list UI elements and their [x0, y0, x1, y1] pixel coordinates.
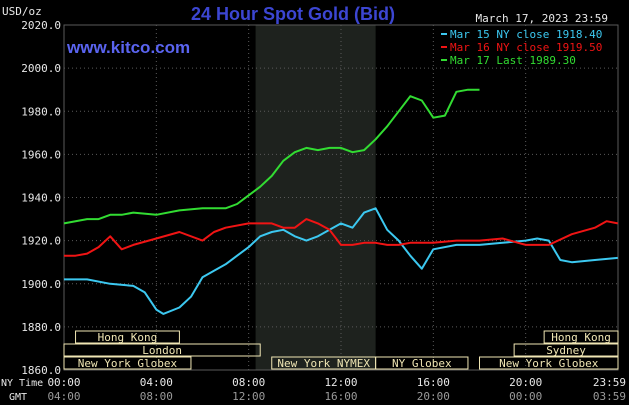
ny-time-row-label: NY Time [1, 378, 43, 389]
legend-entry-3: Mar 17 Last 1989.30 [450, 54, 576, 67]
chart-title: 24 Hour Spot Gold (Bid) [191, 4, 395, 24]
series-lines [63, 88, 618, 315]
legend-entry-1: Mar 15 NY close 1918.40 [450, 28, 602, 41]
session-label: New York NYMEX [277, 357, 370, 370]
x-tick-label-gmt: 20:00 [417, 390, 450, 403]
y-tick-label: 1880.0 [21, 321, 61, 334]
session-label: Sydney [546, 344, 586, 357]
plot-frame [63, 24, 619, 371]
x-tick-label-gmt: 00:00 [509, 390, 542, 403]
session-bar [63, 356, 192, 370]
y-tick-label: 1860.0 [21, 364, 61, 377]
x-tick-label-ny: 12:00 [324, 376, 357, 389]
x-tick-label-ny: 16:00 [417, 376, 450, 389]
x-tick-label-gmt: 08:00 [140, 390, 173, 403]
y-tick-label: 2020.0 [21, 19, 61, 32]
x-tick-label-ny: 20:00 [509, 376, 542, 389]
session-bar [479, 356, 619, 370]
y-tick-label: 1960.0 [21, 148, 61, 161]
session-bar [513, 343, 619, 357]
session-label: New York Globex [499, 357, 599, 370]
session-bar [63, 343, 261, 357]
series-line-3 [63, 88, 480, 225]
legend-entry-2: Mar 16 NY close 1919.50 [450, 41, 602, 54]
session-bar [543, 330, 619, 344]
x-tick-label-gmt: 16:00 [324, 390, 357, 403]
x-tick-label-ny: 00:00 [47, 376, 80, 389]
session-label: London [142, 344, 182, 357]
session-bar [75, 330, 180, 344]
y-tick-label: 1900.0 [21, 278, 61, 291]
series-line-2 [64, 218, 618, 257]
x-tick-label-ny: 23:59 [593, 376, 626, 389]
ny-session-shade [255, 25, 376, 370]
chart-datetime: March 17, 2023 23:59 [476, 12, 608, 25]
session-label: Hong Kong [98, 331, 158, 344]
session-label: Hong Kong [551, 331, 611, 344]
y-tick-label: 1980.0 [21, 105, 61, 118]
gridlines [63, 24, 619, 371]
x-tick-label-gmt: 03:59 [593, 390, 626, 403]
session-label: NY Globex [392, 357, 452, 370]
x-tick-label-gmt: 04:00 [47, 390, 80, 403]
session-label: New York Globex [78, 357, 178, 370]
gmt-row-label: GMT [9, 392, 27, 403]
x-tick-label-gmt: 12:00 [232, 390, 265, 403]
watermark: www.kitco.com [66, 38, 190, 57]
unit-label: USD/oz [2, 5, 42, 18]
x-tick-label-ny: 08:00 [232, 376, 265, 389]
x-tick-labels: 00:00 04:00 08:00 12:00 16:00 20:00 23:5904:00… [47, 376, 626, 403]
session-bar [375, 356, 469, 370]
y-tick-label: 1940.0 [21, 192, 61, 205]
y-tick-label: 2000.0 [21, 62, 61, 75]
y-tick-labels: 2020.0 2000.0 1980.0 1960.0 1940.0 1920.0 1900… [21, 19, 61, 377]
x-tick-label-ny: 04:00 [140, 376, 173, 389]
y-tick-label: 1920.0 [21, 235, 61, 248]
